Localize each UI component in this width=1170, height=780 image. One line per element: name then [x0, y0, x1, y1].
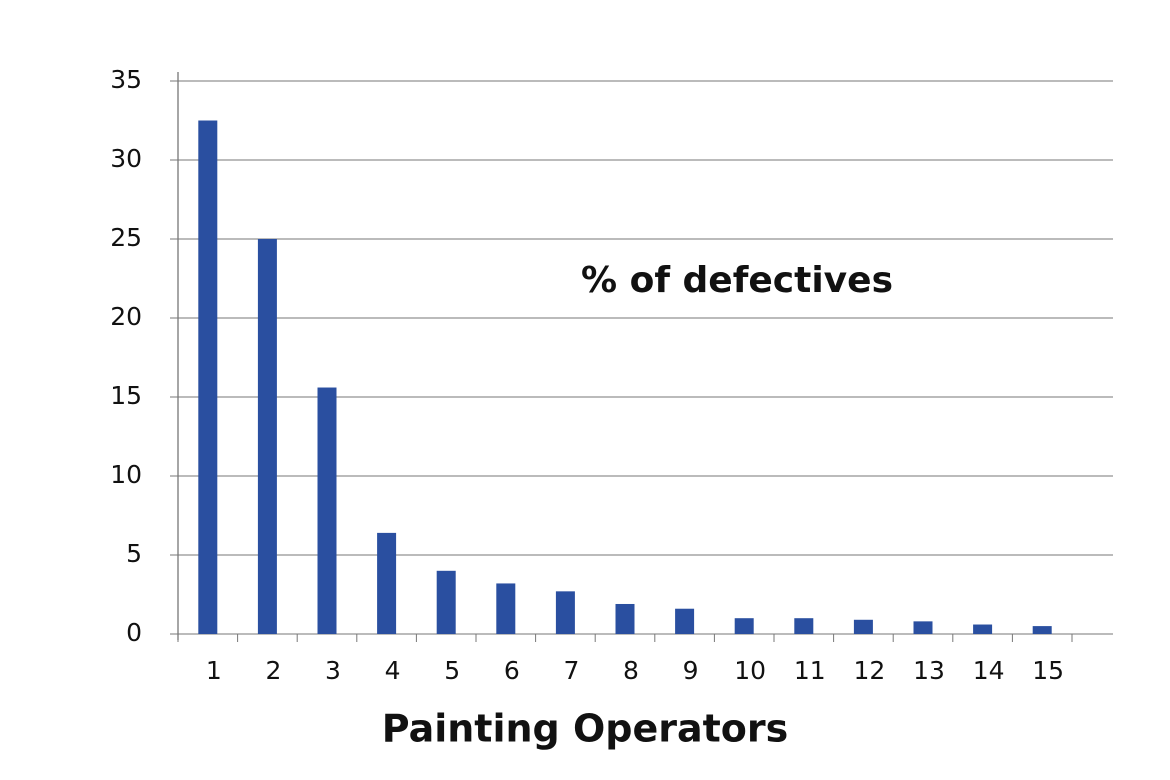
- y-tick-label: 20: [110, 302, 142, 331]
- bar: [257, 239, 277, 634]
- y-tick-label: 25: [110, 223, 142, 252]
- bar: [377, 532, 397, 634]
- x-tick-label: 6: [504, 656, 520, 685]
- x-tick-label: 10: [734, 656, 766, 685]
- bar: [1032, 626, 1052, 634]
- y-tick-label: 30: [110, 144, 142, 173]
- legend-label: % of defectives: [581, 260, 893, 301]
- x-tick-label: 15: [1032, 656, 1064, 685]
- x-tick-label: 11: [794, 656, 826, 685]
- y-tick-label: 10: [110, 460, 142, 489]
- bar: [555, 591, 575, 634]
- x-tick-label: 9: [683, 656, 699, 685]
- bar: [198, 120, 218, 634]
- x-tick-label: 2: [265, 656, 281, 685]
- bar: [973, 624, 993, 634]
- x-tick-label: 8: [623, 656, 639, 685]
- x-tick-label: 4: [385, 656, 401, 685]
- x-tick-label: 1: [206, 656, 222, 685]
- bar: [913, 621, 933, 634]
- x-tick-label: 12: [853, 656, 885, 685]
- y-tick-label: 15: [110, 381, 142, 410]
- y-tick-label: 0: [126, 618, 142, 647]
- x-tick-label: 3: [325, 656, 341, 685]
- x-tick-label: 7: [563, 656, 579, 685]
- bar: [317, 387, 337, 634]
- bar: [794, 618, 814, 634]
- bar: [615, 603, 635, 634]
- y-tick-label: 5: [126, 539, 142, 568]
- x-tick-label: 13: [913, 656, 945, 685]
- bar: [436, 570, 456, 634]
- x-tick-label: 14: [973, 656, 1005, 685]
- bar: [675, 608, 695, 634]
- bar: [496, 583, 516, 634]
- bar: [734, 618, 754, 634]
- x-tick-label: 5: [444, 656, 460, 685]
- bar: [853, 619, 873, 634]
- y-tick-label: 35: [110, 65, 142, 94]
- x-axis-title: Painting Operators: [382, 707, 789, 751]
